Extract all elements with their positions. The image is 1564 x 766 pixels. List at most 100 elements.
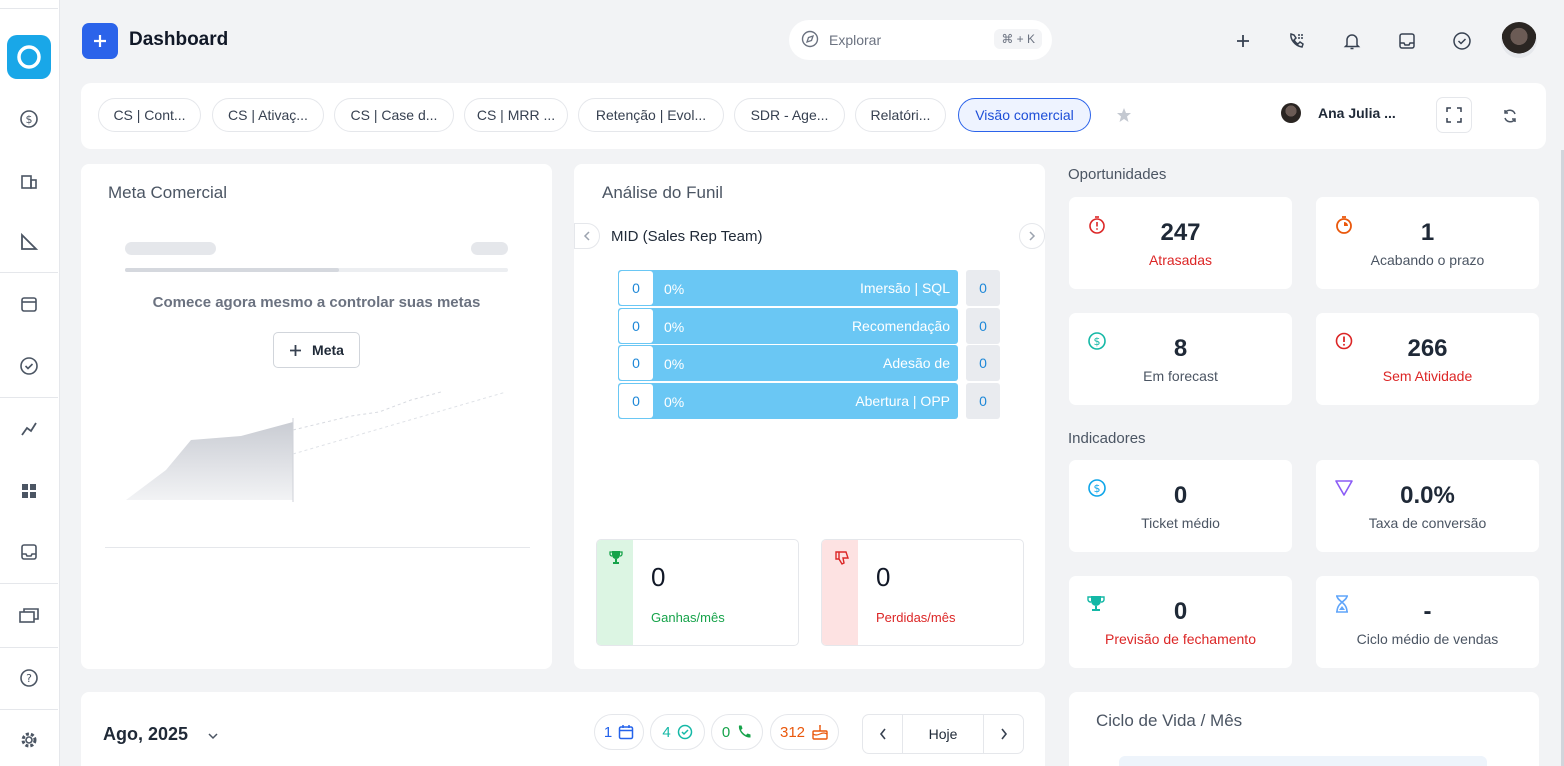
inbox-icon[interactable]	[1394, 28, 1420, 54]
app-logo-icon[interactable]	[7, 35, 51, 79]
stat-value: 8	[1173, 335, 1188, 362]
dollar-circle-icon: $	[1087, 331, 1107, 356]
chevron-left-icon	[583, 231, 590, 241]
tab-visao-comercial[interactable]: Visão comercial	[958, 98, 1091, 132]
inbox-icon[interactable]	[0, 539, 58, 565]
user-mini-avatar	[1281, 103, 1301, 123]
next-team-button[interactable]	[1019, 223, 1045, 249]
stat-acabando-prazo[interactable]: 1 Acabando o prazo	[1316, 197, 1539, 289]
prev-team-button[interactable]	[574, 223, 600, 249]
funil-title: Análise do Funil	[602, 183, 723, 202]
stat-sem-atividade[interactable]: 266 Sem Atividade	[1316, 313, 1539, 405]
help-icon[interactable]: ?	[0, 665, 58, 691]
stage-name: Imersão | SQL	[859, 280, 950, 296]
calendar-card: Ago, 2025 1 4 0 312 Hoje	[81, 692, 1045, 766]
add-icon[interactable]	[1230, 28, 1256, 54]
tasks-icon[interactable]	[0, 353, 58, 379]
reports-icon[interactable]	[0, 229, 58, 255]
widgets-icon[interactable]	[0, 478, 58, 504]
page-title: Dashboard	[129, 29, 229, 50]
tab-relatorio[interactable]: Relatóri...	[855, 98, 946, 132]
tasks-count-pill[interactable]: 4	[650, 714, 705, 750]
won-label: Ganhas/mês	[651, 610, 725, 625]
timer-icon	[1334, 215, 1354, 240]
funnel-stage-row[interactable]: 0 0% Imersão | SQL	[618, 270, 958, 306]
chevron-right-icon	[1000, 728, 1007, 740]
calls-count-pill[interactable]: 0	[711, 714, 763, 750]
svg-text:$: $	[26, 113, 33, 126]
month-label: Ago, 2025	[103, 724, 189, 744]
funnel-stage-row[interactable]: 0 0% Recomendação	[618, 308, 958, 344]
stat-value: 0	[1173, 598, 1188, 625]
phone-icon	[739, 725, 751, 738]
funnel-stage-row[interactable]: 0 0% Adesão de	[618, 345, 958, 381]
stage-side-count: 0	[966, 383, 1000, 419]
stage-name: Adesão de	[883, 355, 950, 371]
meta-comercial-title: Meta Comercial	[108, 183, 228, 202]
add-meta-button[interactable]: Meta	[273, 332, 360, 368]
today-button[interactable]: Hoje	[928, 726, 958, 742]
search-input[interactable]: Explorar ⌘ + K	[789, 20, 1052, 60]
stat-value: -	[1423, 598, 1432, 625]
user-filter-chip[interactable]: Ana Julia ...	[1281, 103, 1396, 123]
stat-label: Ciclo médio de vendas	[1356, 631, 1499, 647]
create-button[interactable]	[82, 23, 118, 59]
stage-side-count: 0	[966, 270, 1000, 306]
building-icon[interactable]	[0, 168, 58, 194]
stopwatch-alert-icon	[1087, 215, 1107, 240]
pipeline-icon[interactable]	[0, 416, 58, 442]
user-name: Ana Julia ...	[1318, 105, 1396, 121]
cards-icon[interactable]	[0, 603, 58, 629]
stat-label: Em forecast	[1143, 368, 1218, 384]
chevron-right-icon	[1029, 231, 1036, 241]
events-count-pill[interactable]: 1	[594, 714, 644, 750]
finance-icon[interactable]: $	[0, 106, 58, 132]
bell-icon[interactable]	[1339, 28, 1365, 54]
stat-previsao-fechamento[interactable]: 0 Previsão de fechamento	[1069, 576, 1292, 668]
stat-ticket-medio[interactable]: $ 0 Ticket médio	[1069, 460, 1292, 552]
birthdays-count-pill[interactable]: 312	[770, 714, 839, 750]
stat-value: 0.0%	[1400, 482, 1455, 509]
stage-name: Recomendação	[851, 318, 950, 334]
star-icon[interactable]	[1116, 107, 1132, 128]
stage-side-count: 0	[966, 308, 1000, 344]
funnel-stage-row[interactable]: 0 0% Abertura | OPP	[618, 383, 958, 419]
tab-sdr[interactable]: SDR - Age...	[734, 98, 845, 132]
won-card[interactable]: 0 Ganhas/mês	[596, 539, 799, 646]
fullscreen-button[interactable]	[1436, 97, 1472, 133]
date-pager: Hoje	[862, 714, 1024, 754]
dashboard-tabs: CS | Cont... CS | Ativaç... CS | Case d.…	[81, 83, 1546, 149]
stat-label: Acabando o prazo	[1370, 252, 1485, 268]
user-avatar[interactable]	[1501, 22, 1537, 58]
tab-cs-cont[interactable]: CS | Cont...	[98, 98, 201, 132]
calendar-icon[interactable]	[0, 291, 58, 317]
stat-ciclo-medio[interactable]: - Ciclo médio de vendas	[1316, 576, 1539, 668]
page-scrollbar[interactable]	[1561, 150, 1564, 766]
lost-card[interactable]: 0 Perdidas/mês	[821, 539, 1024, 646]
pill-value: 4	[662, 723, 671, 741]
stat-value: 1	[1420, 219, 1435, 246]
top-bar: Dashboard Explorar ⌘ + K	[60, 0, 1564, 82]
refresh-icon[interactable]	[1499, 105, 1521, 127]
ciclo-vida-card: Ciclo de Vida / Mês	[1069, 692, 1539, 766]
tab-retencao[interactable]: Retenção | Evol...	[578, 98, 724, 132]
stat-em-forecast[interactable]: $ 8 Em forecast	[1069, 313, 1292, 405]
stat-atrasadas[interactable]: 247 Atrasadas	[1069, 197, 1292, 289]
stage-percent: 0%	[664, 356, 685, 372]
check-circle-icon[interactable]	[1449, 28, 1475, 54]
tab-cs-mrr[interactable]: CS | MRR ...	[464, 98, 568, 132]
indicadores-title: Indicadores	[1068, 430, 1146, 447]
settings-icon[interactable]	[0, 727, 58, 753]
tab-cs-ativacao[interactable]: CS | Ativaç...	[212, 98, 324, 132]
svg-text:$: $	[1094, 335, 1101, 348]
next-period-button[interactable]	[983, 715, 1023, 753]
stat-taxa-conversao[interactable]: 0.0% Taxa de conversão	[1316, 460, 1539, 552]
dialpad-phone-icon[interactable]	[1284, 28, 1310, 54]
stage-percent: 0%	[664, 394, 685, 410]
stat-label: Ticket médio	[1141, 515, 1220, 531]
check-circle-icon	[677, 724, 692, 740]
tab-cs-case[interactable]: CS | Case d...	[334, 98, 454, 132]
month-selector[interactable]: Ago, 2025	[103, 724, 218, 745]
prev-period-button[interactable]	[863, 715, 903, 753]
funil-card: Análise do Funil MID (Sales Rep Team) 0 …	[574, 164, 1045, 669]
